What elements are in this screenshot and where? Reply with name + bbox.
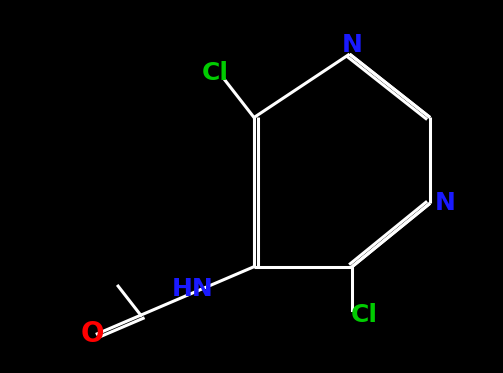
Text: N: N [435, 191, 456, 215]
Text: N: N [342, 33, 363, 57]
Text: HN: HN [172, 277, 213, 301]
Text: O: O [80, 320, 104, 348]
Text: Cl: Cl [202, 61, 228, 85]
Text: Cl: Cl [351, 303, 378, 327]
